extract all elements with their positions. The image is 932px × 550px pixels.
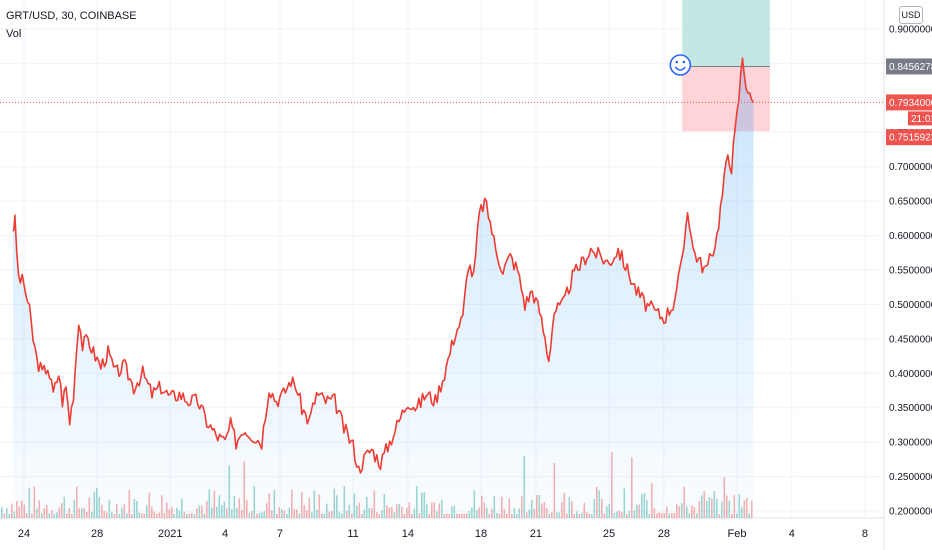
volume-bar <box>3 513 6 518</box>
volume-bar <box>11 503 13 518</box>
x-tick-label: 4 <box>222 528 228 540</box>
x-tick-label: 8 <box>862 528 868 540</box>
x-tick-label: 28 <box>91 528 103 540</box>
y-tick-label: 0.70000000 <box>889 162 932 173</box>
y-tick-label: 0.25000000 <box>889 472 932 483</box>
y-tick-label: 0.30000000 <box>889 438 932 449</box>
y-tick-label: 0.60000000 <box>889 231 932 242</box>
y-tick-label: 0.35000000 <box>889 403 932 414</box>
x-tick-label: 18 <box>475 528 487 540</box>
smiley-mouth <box>674 66 686 71</box>
x-tick-label: 11 <box>347 528 358 540</box>
price-scale-panel[interactable] <box>884 0 932 550</box>
countdown-label: 21:01 <box>911 114 932 125</box>
y-tick-label: 0.45000000 <box>889 334 932 345</box>
currency-button[interactable]: USD <box>899 6 923 24</box>
volume-bar <box>6 508 8 518</box>
y-tick-label: 0.65000000 <box>889 197 932 208</box>
smiley-face-icon[interactable] <box>669 54 692 76</box>
price-line[interactable] <box>12 57 755 474</box>
x-tick-label: 7 <box>277 528 283 540</box>
current-price-label-bg <box>886 94 932 111</box>
y-tick-label: 0.90000000 <box>889 25 932 36</box>
entry-price-label-bg <box>886 58 932 75</box>
x-tick-label: 21 <box>530 528 542 540</box>
y-tick-label: 0.50000000 <box>889 300 932 311</box>
x-tick-label: 25 <box>603 528 615 540</box>
y-tick-label: 0.55000000 <box>889 266 932 277</box>
volume-bar <box>8 513 11 518</box>
entry-price-label: 0.84562786 <box>889 62 932 73</box>
price-area <box>13 58 754 518</box>
x-tick-label: 4 <box>789 528 795 540</box>
smiley-eye <box>675 60 679 64</box>
y-tick-label: 0.40000000 <box>889 369 932 380</box>
x-tick-label: 28 <box>658 528 670 540</box>
x-tick-label: 2021 <box>158 528 182 540</box>
x-tick-label: 14 <box>402 528 414 540</box>
volume-indicator-label: Vol <box>6 28 22 40</box>
symbol-title: GRT/USD, 30, COINBASE <box>6 10 137 22</box>
smiley-eye <box>682 60 686 64</box>
x-tick-label: 24 <box>18 528 30 540</box>
y-tick-label: 0.20000000 <box>889 507 932 518</box>
take-profit-zone[interactable] <box>682 0 770 67</box>
countdown-bg <box>908 111 932 126</box>
stop-price-label: 0.75159235 <box>889 133 932 144</box>
stop-price-label-bg <box>886 129 932 146</box>
x-tick-label: Feb <box>728 528 747 540</box>
current-price-label: 0.79340000 <box>889 98 932 109</box>
stop-loss-zone[interactable] <box>682 66 770 132</box>
volume-bar <box>1 506 3 518</box>
